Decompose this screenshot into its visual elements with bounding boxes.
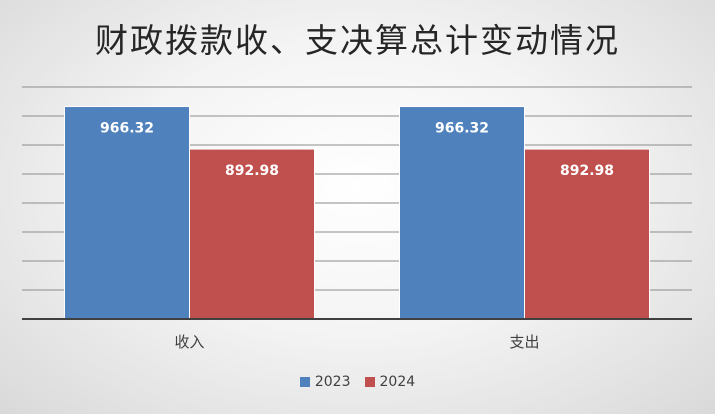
chart-title: 财政拨款收、支决算总计变动情况 (95, 21, 620, 60)
legend-swatch-2024 (364, 377, 375, 387)
data-label: 892.98 (225, 163, 279, 179)
legend-label-2023: 2023 (314, 374, 351, 390)
x-tick-label: 支出 (509, 333, 539, 351)
data-label: 966.32 (100, 121, 154, 137)
bar-2024-1 (524, 148, 650, 320)
bar-2023-1 (399, 106, 525, 320)
legend-item-2023: 2023 (299, 374, 351, 390)
x-tick-label: 收入 (174, 333, 204, 351)
data-label: 892.98 (560, 163, 614, 179)
legend-label-2024: 2024 (379, 374, 416, 390)
legend-item-2024: 2024 (364, 374, 416, 390)
bar-2024-0 (189, 148, 315, 320)
legend-swatch-2023 (299, 377, 310, 387)
bar-2023-0 (64, 106, 190, 320)
legend: 2023 2024 (0, 374, 715, 390)
data-label: 966.32 (435, 121, 489, 137)
